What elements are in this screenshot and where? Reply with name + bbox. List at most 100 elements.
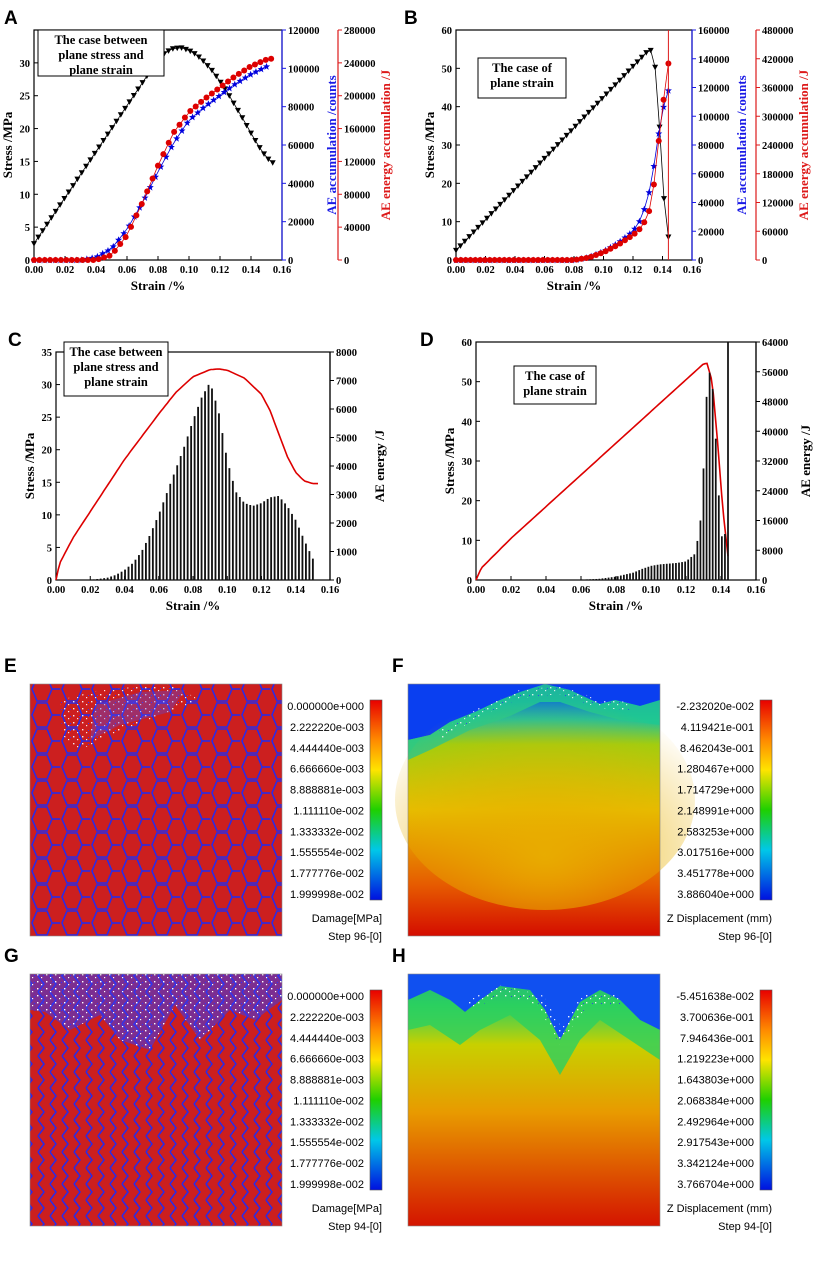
- stress-point: [528, 169, 535, 176]
- ae-energy-bar: [672, 563, 674, 580]
- ae-energy-point: [660, 96, 667, 103]
- colorbar-value: 4.444440e-003: [290, 743, 364, 755]
- ae-energy-bar: [583, 579, 585, 580]
- stress-point: [607, 86, 614, 93]
- stress-point: [234, 107, 241, 114]
- annotation-line: plane strain: [84, 375, 148, 389]
- colorbar-value: 7.946436e-001: [680, 1033, 754, 1045]
- ae-energy-point: [607, 245, 614, 252]
- ae-energy-bar: [644, 567, 647, 580]
- stress-point: [78, 170, 85, 176]
- ae-energy-point: [149, 175, 156, 182]
- x-tick-label: 0.02: [81, 585, 99, 596]
- y-tick-label: 20: [462, 497, 473, 508]
- damage-contour-g: [29, 973, 283, 1227]
- ae-energy-bar: [117, 573, 119, 580]
- ae-energy-point: [641, 219, 648, 226]
- y3-tick-label: 240000: [762, 141, 794, 152]
- ae-energy-point: [597, 250, 604, 257]
- stress-point: [568, 128, 575, 134]
- ae-energy-point: [128, 223, 135, 230]
- ae-energy-point: [650, 181, 657, 188]
- y-tick-label: 50: [462, 378, 473, 389]
- stress-point: [208, 67, 215, 74]
- y2-tick-label: 56000: [762, 368, 788, 379]
- ae-count-point: [631, 225, 639, 233]
- ae-energy-point: [230, 74, 237, 81]
- colorbar-value: 2.222220e-003: [290, 722, 364, 734]
- ae-energy-bar: [684, 561, 686, 580]
- annotation-line: plane strain: [523, 384, 587, 398]
- x-tick-label: 0.16: [747, 585, 765, 596]
- stress-point: [130, 92, 137, 99]
- y2-tick-label: 80000: [698, 141, 724, 152]
- colorbar-value: 1.219223e+000: [677, 1054, 754, 1066]
- ae-count-point: [247, 70, 255, 78]
- ae-energy-bar: [610, 577, 613, 580]
- ae-count-point: [626, 230, 634, 238]
- ae-energy-bar: [200, 397, 203, 580]
- ae-energy-bar: [589, 579, 592, 580]
- stress-point: [466, 234, 473, 240]
- y-tick-label: 40: [462, 417, 473, 428]
- ae-energy-point: [176, 121, 183, 128]
- y-tick-label: 0: [47, 576, 52, 587]
- ae-count-point: [635, 217, 643, 225]
- ae-count-point: [263, 62, 270, 70]
- ae-energy-bar: [604, 577, 607, 580]
- stress-point: [453, 247, 459, 254]
- ae-energy-bar: [616, 576, 619, 580]
- ae-energy-point: [496, 257, 503, 263]
- ae-energy-point: [192, 103, 199, 110]
- ae-energy-point: [568, 257, 575, 263]
- ae-energy-bar: [629, 573, 631, 580]
- ae-count-point: [99, 249, 107, 257]
- ae-energy-point: [539, 257, 546, 263]
- colorbar-title: Z Displacement (mm): [667, 913, 772, 925]
- y2-tick-label: 0: [698, 256, 703, 267]
- stress-point: [226, 93, 233, 99]
- colorbar-value: 1.111110e-002: [293, 805, 364, 817]
- ae-count-point: [660, 103, 668, 111]
- annotation-box: [513, 365, 597, 405]
- ae-energy-point: [160, 151, 167, 158]
- ae-energy-bar: [141, 549, 144, 580]
- y2-tick-label: 60000: [288, 141, 314, 152]
- ae-count-point: [157, 163, 165, 171]
- ae-energy-bar: [176, 465, 179, 580]
- ae-energy-bar: [92, 579, 95, 580]
- ae-energy-bar: [305, 543, 307, 580]
- ae-energy-point: [530, 257, 537, 263]
- y3-tick-label: 360000: [762, 84, 794, 95]
- ae-energy-point: [602, 248, 609, 255]
- ae-energy-bar: [641, 568, 644, 580]
- colorbar-title: Damage[MPa]: [312, 913, 382, 925]
- colorbar-value: -5.451638e-002: [676, 991, 754, 1003]
- stress-point: [621, 73, 628, 79]
- y2-tick-label: 4000: [336, 462, 357, 473]
- y2-tick-label: 40000: [762, 427, 788, 438]
- ae-energy-bar: [96, 579, 99, 580]
- ae-energy-point: [520, 257, 527, 263]
- ae-energy-point: [525, 257, 532, 263]
- stress-curve: [55, 368, 318, 581]
- ae-count-point: [152, 173, 160, 181]
- y-tick-label: 5: [25, 223, 30, 234]
- ae-count-point: [220, 88, 228, 96]
- ae-energy-bar: [270, 497, 273, 580]
- y2-tick-label: 140000: [698, 55, 730, 66]
- stress-point: [554, 142, 561, 148]
- stress-point: [83, 163, 90, 170]
- ae-energy-bar: [727, 342, 729, 580]
- x-tick-label: 0.00: [447, 265, 465, 276]
- ae-energy-bar: [595, 578, 598, 580]
- colorbar-value: -2.232020e-002: [676, 701, 754, 713]
- colorbar-value: 2.583253e+000: [677, 826, 754, 838]
- annotation-line: The case of: [492, 61, 553, 75]
- stress-point: [630, 63, 636, 70]
- x-tick-label: 0.00: [25, 265, 43, 276]
- x-tick-label: 0.14: [712, 585, 731, 596]
- ae-energy-bar: [280, 499, 283, 580]
- y-tick-label: 10: [42, 511, 53, 522]
- stress-point: [230, 100, 237, 107]
